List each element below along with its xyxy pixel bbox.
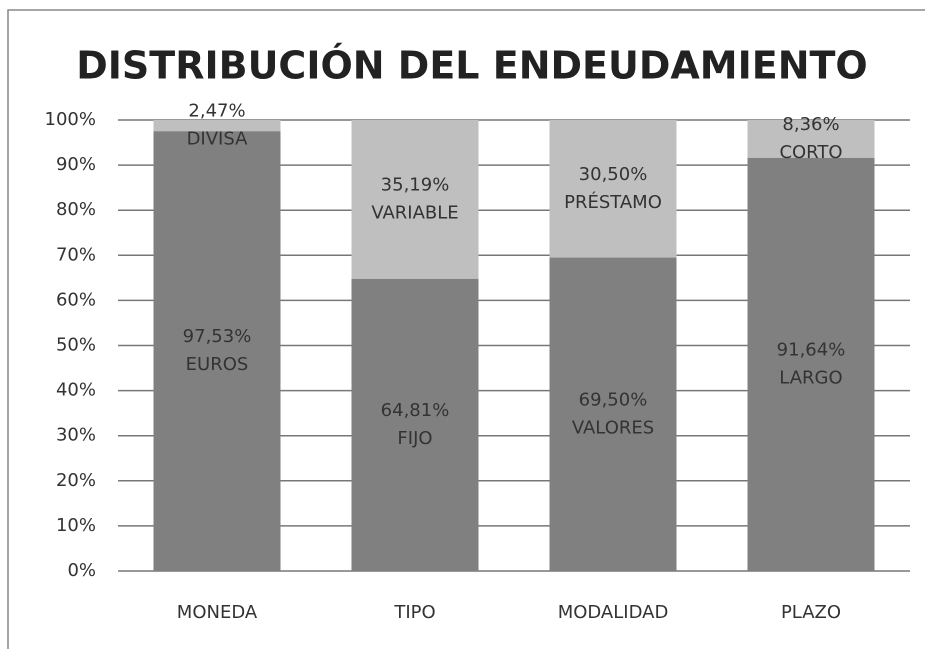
y-tick-label: 30% [56, 425, 96, 446]
x-tick-label: MONEDA [177, 602, 258, 623]
y-tick-label: 80% [56, 199, 96, 220]
bar-segment [351, 278, 479, 571]
bar-segment [351, 120, 479, 279]
y-tick-label: 0% [67, 560, 96, 581]
chart-frame [7, 9, 925, 649]
bar-segment [153, 131, 281, 571]
chart-title: DISTRIBUCIÓN DEL ENDEUDAMIENTO [76, 44, 868, 88]
segment-label: VARIABLE [371, 202, 458, 223]
y-tick-label: 70% [56, 244, 96, 265]
segment-label: PRÉSTAMO [564, 191, 662, 213]
segment-label: FIJO [397, 428, 432, 449]
y-tick-label: 90% [56, 154, 96, 175]
segment-label: LARGO [779, 367, 842, 388]
segment-label: EUROS [186, 354, 249, 375]
bar-segment [747, 120, 875, 158]
value-label: 30,50% [579, 164, 648, 185]
y-tick-label: 100% [45, 109, 96, 130]
value-label: 97,53% [183, 326, 252, 347]
x-tick-label: PLAZO [781, 602, 841, 623]
bar-segment [153, 120, 281, 132]
x-tick-label: TIPO [393, 602, 435, 623]
value-label: 35,19% [381, 174, 450, 195]
value-label: 64,81% [381, 400, 450, 421]
bar-segment [747, 157, 875, 571]
y-tick-label: 50% [56, 335, 96, 356]
segment-label: VALORES [572, 417, 654, 438]
bar-segment [549, 120, 677, 258]
y-tick-label: 40% [56, 380, 96, 401]
segment-label: CORTO [779, 142, 842, 163]
value-label: 2,47% [188, 101, 245, 122]
x-tick-label: MODALIDAD [558, 602, 669, 623]
value-label: 91,64% [777, 339, 846, 360]
y-tick-label: 10% [56, 515, 96, 536]
value-label: 69,50% [579, 389, 648, 410]
y-tick-label: 20% [56, 470, 96, 491]
value-label: 8,36% [782, 114, 839, 135]
segment-label: DIVISA [187, 129, 249, 150]
bar-segment [549, 257, 677, 571]
y-tick-label: 60% [56, 289, 96, 310]
